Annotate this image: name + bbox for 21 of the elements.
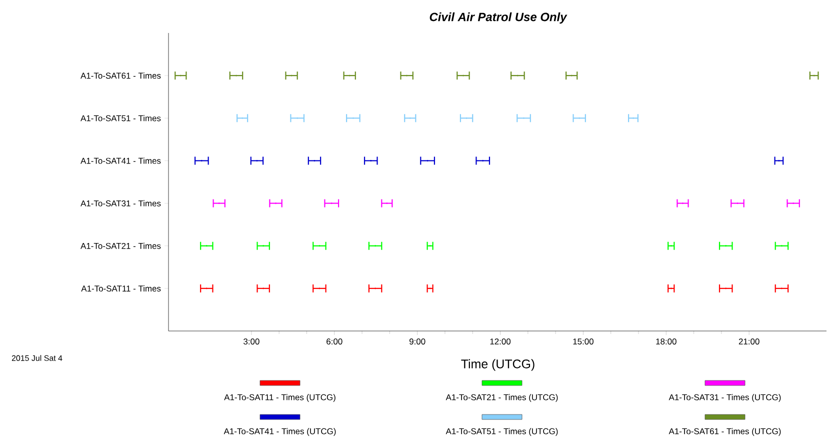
x-tick-label: 3:00: [244, 338, 260, 344]
y-tick-label: A1-To-SAT41 - Times: [80, 158, 161, 164]
y-tick-label: A1-To-SAT21 - Times: [80, 242, 161, 249]
x-tick-label: 21:00: [738, 338, 760, 344]
x-axis-title: Time (UTCG): [461, 359, 534, 371]
legend-label: A1-To-SAT41 - Times (UTCG): [224, 428, 336, 436]
x-tick-label: 9:00: [409, 338, 426, 344]
chart-title: Civil Air Patrol Use Only: [430, 12, 568, 24]
legend-label: A1-To-SAT21 - Times (UTCG): [446, 394, 558, 402]
legend-label: A1-To-SAT61 - Times (UTCG): [668, 428, 781, 436]
x-tick-label: 15:00: [573, 338, 594, 344]
y-tick-label: A1-To-SAT31 - Times: [80, 200, 161, 206]
x-tick-label: 18:00: [656, 338, 676, 344]
x-tick-label: 12:00: [490, 338, 511, 344]
y-tick-label: A1-To-SAT51 - Times: [80, 115, 161, 122]
legend-label: A1-To-SAT11 - Times (UTCG): [224, 394, 336, 402]
y-tick-label: A1-To-SAT11 - Times: [81, 285, 161, 292]
x-tick-label: 6:00: [326, 338, 342, 344]
y-tick-label: A1-To-SAT61 - Times: [80, 72, 161, 79]
legend-label: A1-To-SAT51 - Times (UTCG): [446, 428, 558, 436]
legend-label: A1-To-SAT31 - Times (UTCG): [668, 394, 781, 402]
